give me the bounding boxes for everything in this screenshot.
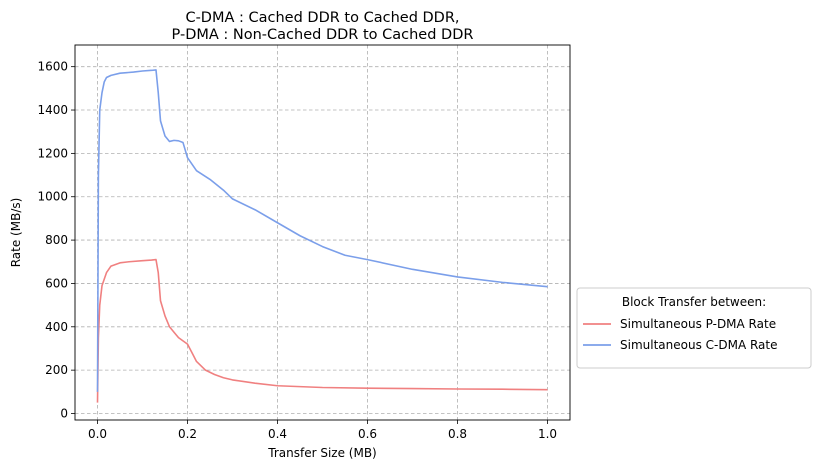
y-tick-label: 600 — [45, 276, 68, 290]
chart-title-line-1: C-DMA : Cached DDR to Cached DDR, — [185, 10, 459, 26]
legend: Block Transfer between: Simultaneous P-D… — [576, 287, 812, 369]
x-tick-label: 0.2 — [178, 427, 197, 441]
y-tick-label: 1200 — [37, 146, 68, 160]
y-tick-label: 1000 — [37, 190, 68, 204]
y-axis-label: Rate (MB/s) — [9, 198, 23, 268]
chart-title-line-2: P-DMA : Non-Cached DDR to Cached DDR — [172, 27, 474, 43]
y-tick-label: 1600 — [37, 60, 68, 74]
y-axis-ticks: 0 200 400 600 800 1000 1200 1400 1600 — [37, 60, 75, 420]
y-tick-label: 800 — [45, 233, 68, 247]
x-tick-label: 0.6 — [358, 427, 377, 441]
grid-lines — [75, 45, 570, 420]
plot-frame — [74, 44, 571, 421]
x-axis-ticks: 0.0 0.2 0.4 0.6 0.8 1.0 — [88, 420, 557, 441]
series-line-c-dma — [96, 69, 548, 392]
y-tick-label: 1400 — [37, 103, 68, 117]
x-axis-label: Transfer Size (MB) — [267, 446, 376, 460]
y-tick-label: 200 — [45, 363, 68, 377]
x-tick-label: 0.4 — [268, 427, 287, 441]
legend-entry-label: Simultaneous C-DMA Rate — [620, 338, 777, 352]
legend-box — [576, 287, 812, 369]
x-tick-label: 0.8 — [448, 427, 467, 441]
y-tick-label: 400 — [45, 320, 68, 334]
x-tick-label: 0.0 — [88, 427, 107, 441]
y-tick-label: 0 — [60, 406, 68, 420]
x-tick-label: 1.0 — [538, 427, 557, 441]
series-line-p-dma — [96, 258, 548, 403]
series-layer — [96, 69, 548, 403]
legend-title: Block Transfer between: — [622, 295, 766, 309]
legend-entry-label: Simultaneous P-DMA Rate — [620, 317, 776, 331]
legend-items: Simultaneous P-DMA Rate Simultaneous C-DM… — [583, 317, 777, 352]
